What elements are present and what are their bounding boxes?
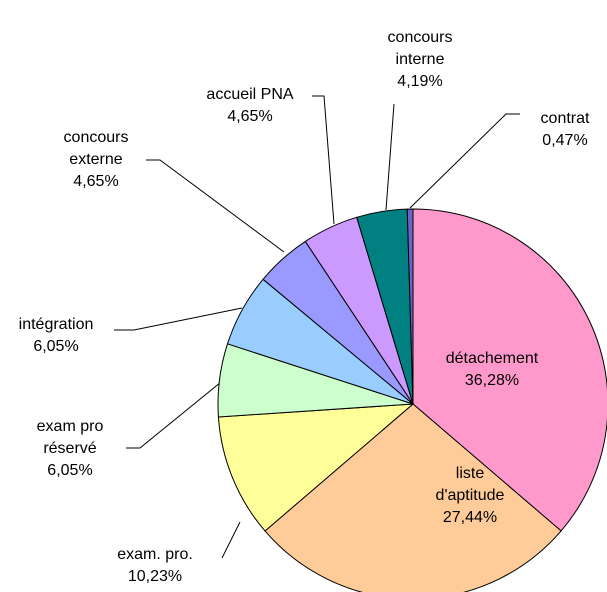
leader-line <box>221 521 241 559</box>
slice-label: accueil PNA 4,65% <box>206 84 293 128</box>
value-label: 0,47% <box>542 132 588 149</box>
category-label: accueil PNA <box>206 86 294 103</box>
category-label: exam pro réservé <box>36 418 104 457</box>
value-label: 27,44% <box>442 509 498 526</box>
value-label: 6,05% <box>47 462 93 479</box>
category-label: concours interne <box>387 29 453 68</box>
leader-line <box>146 159 285 253</box>
slice-label: concours interne 4,19% <box>388 27 453 93</box>
category-label: intégration <box>18 316 94 333</box>
slice-label: contrat 0,47% <box>541 108 590 152</box>
category-label: liste d'aptitude <box>435 465 505 504</box>
category-label: concours externe <box>63 129 129 168</box>
value-label: 4,65% <box>73 173 119 190</box>
pie-slice <box>406 208 414 405</box>
slice-label: intégration 6,05% <box>19 314 94 358</box>
slice-label: concours externe 4,65% <box>64 127 129 193</box>
pie-slice <box>264 403 562 592</box>
category-label: exam. pro. <box>117 546 193 563</box>
category-label: détachement <box>445 350 539 367</box>
leader-line <box>126 377 227 449</box>
category-label: contrat <box>540 110 590 127</box>
leader-line <box>385 103 395 211</box>
leader-line <box>114 307 243 331</box>
value-label: 4,19% <box>397 73 443 90</box>
pie-slice <box>217 403 415 532</box>
leader-lines <box>114 95 520 559</box>
leader-line <box>409 113 520 209</box>
slice-label: détachement 36,28% <box>446 348 539 392</box>
value-label: 10,23% <box>127 568 183 585</box>
leader-line <box>312 95 335 225</box>
pie-slice <box>412 208 607 532</box>
slice-label: exam. pro. 10,23% <box>117 544 193 588</box>
value-label: 36,28% <box>464 372 520 389</box>
value-label: 6,05% <box>33 338 79 355</box>
slice-label: liste d'aptitude 27,44% <box>436 463 505 529</box>
value-label: 4,65% <box>227 108 273 125</box>
slice-label: exam pro réservé 6,05% <box>37 416 104 482</box>
